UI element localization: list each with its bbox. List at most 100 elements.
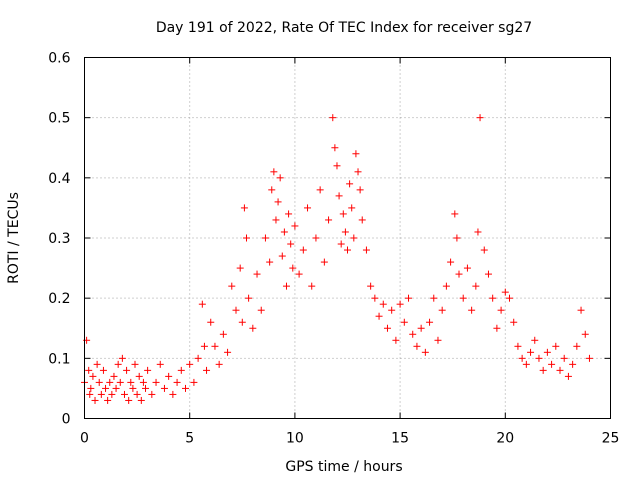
y-tick-label: 0.5	[48, 111, 70, 127]
y-tick-label: 0.6	[48, 51, 70, 67]
data-point	[276, 174, 284, 182]
data-point	[438, 306, 446, 314]
data-point	[356, 186, 364, 194]
data-point	[569, 360, 577, 368]
data-point	[93, 360, 101, 368]
data-point	[198, 300, 206, 308]
data-point	[367, 282, 375, 290]
data-point	[123, 366, 131, 374]
data-point	[156, 360, 164, 368]
y-tick-label: 0.3	[48, 231, 70, 247]
data-point	[280, 228, 288, 236]
data-point	[337, 240, 345, 248]
data-point	[346, 180, 354, 188]
data-point	[299, 246, 307, 254]
data-point	[451, 210, 459, 218]
data-point	[329, 114, 337, 122]
x-axis-label: GPS time / hours	[285, 459, 402, 475]
data-point	[400, 318, 408, 326]
data-point	[112, 384, 120, 392]
data-point	[350, 234, 358, 242]
data-point	[316, 186, 324, 194]
data-point	[564, 372, 572, 380]
chart-title: Day 191 of 2022, Rate Of TEC Index for r…	[156, 20, 532, 36]
data-point	[344, 246, 351, 254]
data-point	[308, 282, 316, 290]
data-point	[142, 384, 150, 392]
data-point	[527, 348, 535, 356]
data-point	[291, 222, 299, 230]
data-point	[266, 258, 274, 266]
data-point	[335, 192, 343, 200]
y-tick-label: 0.1	[48, 351, 70, 367]
data-point	[535, 354, 543, 362]
data-point	[442, 282, 450, 290]
data-point	[434, 336, 442, 344]
data-point	[108, 390, 116, 398]
data-point	[518, 354, 526, 362]
x-tick-labels: 0 5 10 15 20 25	[80, 431, 619, 447]
data-point	[577, 306, 585, 314]
data-point	[510, 318, 518, 326]
data-point	[560, 354, 568, 362]
data-point	[358, 216, 366, 224]
y-tick-label: 0	[62, 412, 71, 428]
data-point	[89, 372, 97, 380]
data-point	[484, 270, 492, 278]
data-point	[339, 210, 347, 218]
data-point	[165, 372, 173, 380]
data-points	[81, 114, 593, 404]
data-point	[181, 384, 189, 392]
data-point	[207, 318, 215, 326]
data-point	[186, 360, 194, 368]
data-point	[375, 312, 383, 320]
x-tick-label: 10	[286, 431, 304, 447]
data-point	[371, 294, 379, 302]
data-point	[501, 288, 509, 296]
data-point	[430, 294, 438, 302]
y-tick-labels: 0 0.1 0.2 0.3 0.4 0.5 0.6	[48, 51, 70, 428]
data-point	[552, 342, 560, 350]
data-point	[249, 324, 257, 332]
data-point	[211, 342, 219, 350]
data-point	[331, 144, 339, 152]
data-point	[325, 216, 333, 224]
data-point	[459, 294, 467, 302]
data-point	[228, 282, 236, 290]
data-point	[110, 372, 118, 380]
y-tick-label: 0.2	[48, 291, 70, 307]
data-point	[392, 336, 400, 344]
data-point	[127, 378, 135, 386]
data-point	[493, 324, 501, 332]
data-point	[278, 252, 286, 260]
data-point	[354, 168, 362, 176]
data-point	[203, 366, 211, 374]
data-point	[114, 360, 122, 368]
data-point	[352, 150, 360, 158]
data-point	[304, 204, 312, 212]
data-point	[320, 258, 328, 266]
data-point	[396, 300, 404, 308]
data-point	[463, 264, 471, 272]
axis-ticks	[84, 57, 611, 419]
data-point	[129, 384, 137, 392]
data-point	[285, 210, 293, 218]
data-point	[455, 270, 463, 278]
x-tick-label: 15	[391, 431, 409, 447]
data-point	[388, 306, 396, 314]
data-point	[194, 354, 202, 362]
data-point	[97, 390, 105, 398]
data-point	[472, 282, 480, 290]
data-point	[144, 366, 152, 374]
data-point	[177, 366, 185, 374]
data-point	[522, 360, 530, 368]
data-point	[118, 354, 126, 362]
data-point	[219, 330, 227, 338]
data-point	[426, 318, 434, 326]
data-point	[312, 234, 320, 242]
data-point	[405, 294, 413, 302]
data-point	[585, 354, 593, 362]
data-point	[282, 282, 290, 290]
data-point	[333, 162, 341, 170]
data-point	[295, 270, 303, 278]
